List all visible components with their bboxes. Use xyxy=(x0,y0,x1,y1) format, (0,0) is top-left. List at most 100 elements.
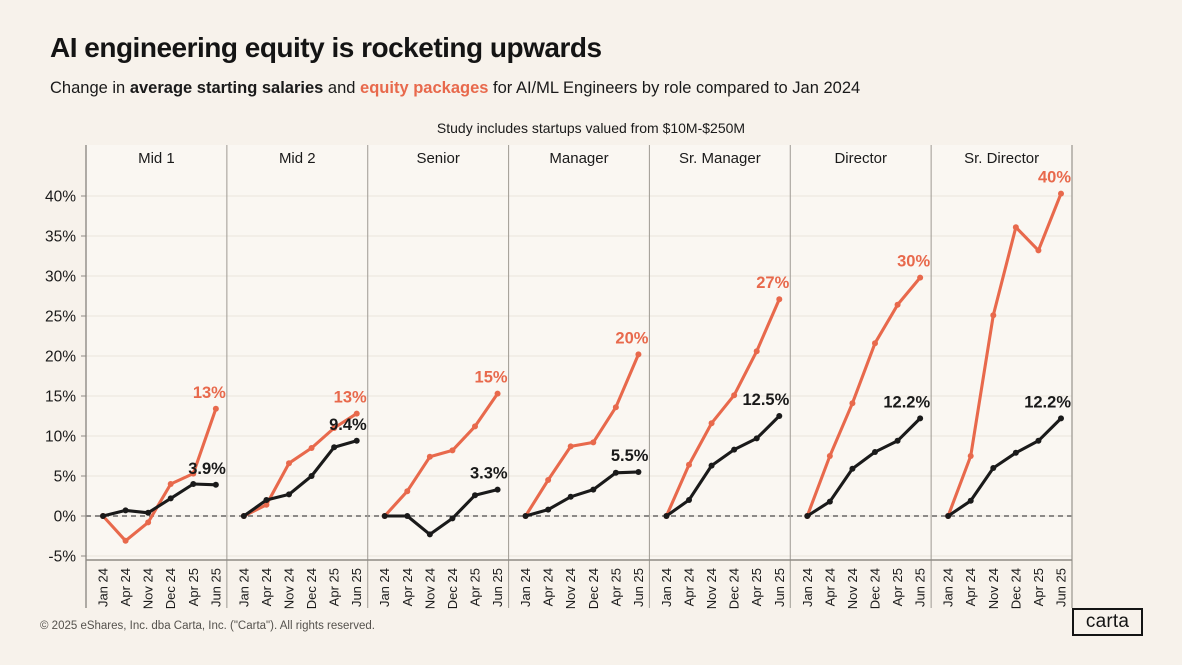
equity-line xyxy=(946,192,1063,518)
salary-line-point xyxy=(776,413,783,419)
equity-line-point xyxy=(708,420,715,427)
x-axis-label: Jun 25 xyxy=(913,568,928,607)
equity-line-point xyxy=(167,481,174,487)
panel-title: Manager xyxy=(549,150,608,167)
salary-line-point xyxy=(567,493,574,500)
equity-line-value-label: 15% xyxy=(475,369,508,387)
salary-line-value-label: 3.9% xyxy=(188,460,226,478)
y-axis-label: 15% xyxy=(45,389,76,406)
equity-line-value-label: 20% xyxy=(615,329,648,347)
subtitle-text: for AI/ML Engineers by role compared to … xyxy=(488,79,861,97)
equity-line-point xyxy=(545,477,552,483)
y-axis-label: 20% xyxy=(45,349,76,366)
equity-line-point xyxy=(686,461,692,468)
salary-line-value-label: 9.4% xyxy=(329,416,367,434)
salary-line-point xyxy=(826,498,833,505)
x-axis-label: Dec 24 xyxy=(1008,568,1023,609)
x-axis-label: Jan 24 xyxy=(941,568,956,607)
salary-line-point xyxy=(404,513,411,519)
salary-line-point xyxy=(612,469,619,476)
equity-line-value-label: 27% xyxy=(756,274,789,292)
subtitle-salaries-highlight: average starting salaries xyxy=(129,79,324,97)
salary-line-point xyxy=(494,486,501,493)
equity-line-point xyxy=(426,453,433,460)
x-axis-label: Jan 24 xyxy=(800,568,815,607)
carta-logo: carta xyxy=(1072,608,1143,636)
x-axis-label: Apr 24 xyxy=(541,568,556,606)
salary-line xyxy=(383,488,500,536)
x-axis-label: Jun 25 xyxy=(490,568,505,607)
x-axis-label: Dec 24 xyxy=(727,568,742,609)
y-axis-label: 10% xyxy=(45,429,76,446)
salary-line-point xyxy=(190,481,197,487)
x-axis-label: Apr 25 xyxy=(749,568,764,606)
equity-line-point xyxy=(449,447,456,454)
salary-line-point xyxy=(663,513,670,519)
equity-line-point xyxy=(1012,224,1019,231)
equity-line-point xyxy=(990,312,997,319)
equity-line-point xyxy=(122,537,129,544)
x-axis-label: Apr 24 xyxy=(118,568,133,606)
salary-line-point xyxy=(308,473,315,479)
equity-line-point xyxy=(894,301,901,308)
salary-line-point xyxy=(804,513,811,519)
x-axis-label: Apr 25 xyxy=(890,568,905,606)
equity-line-point xyxy=(263,501,270,508)
x-axis-label: Jun 25 xyxy=(1054,568,1069,607)
x-axis-label: Apr 24 xyxy=(259,568,274,606)
salary-line xyxy=(664,414,781,518)
salary-line xyxy=(524,470,640,518)
panel-title: Senior xyxy=(416,150,459,167)
salary-line-point xyxy=(122,507,129,514)
salary-line-point xyxy=(753,435,760,442)
salary-line-point xyxy=(240,513,247,519)
x-axis-label: Dec 24 xyxy=(586,568,601,609)
x-axis-label: Apr 24 xyxy=(822,568,837,606)
x-axis-label: Jun 25 xyxy=(349,568,364,607)
salary-line-point xyxy=(353,437,360,444)
x-axis-label: Nov 24 xyxy=(282,568,297,609)
x-axis-label: Nov 24 xyxy=(986,568,1001,609)
equity-line-value-label: 13% xyxy=(193,384,226,402)
equity-line-point xyxy=(1035,247,1042,254)
x-axis-label: Jun 25 xyxy=(631,568,646,607)
x-axis-label: Dec 24 xyxy=(304,568,319,609)
x-axis-label: Jan 24 xyxy=(659,568,674,607)
salary-line-point xyxy=(894,437,901,444)
salary-line-point xyxy=(967,497,974,504)
salary-line-point xyxy=(472,492,478,499)
x-axis-label: Nov 24 xyxy=(141,568,156,609)
equity-line-value-label: 13% xyxy=(334,389,367,407)
equity-line xyxy=(664,297,781,518)
salary-line-point xyxy=(286,491,292,498)
panel-title: Mid 1 xyxy=(138,150,175,167)
salary-line-point xyxy=(1058,415,1064,422)
equity-line-point xyxy=(331,425,338,431)
x-axis-label: Jan 24 xyxy=(236,568,251,607)
salary-line xyxy=(946,416,1063,518)
equity-line-point xyxy=(308,445,315,451)
salary-line-point xyxy=(426,531,433,538)
x-axis-label: Apr 24 xyxy=(400,568,415,606)
equity-line-point xyxy=(917,274,924,281)
salary-line-point xyxy=(1012,449,1019,456)
panel-title: Mid 2 xyxy=(279,150,316,167)
salary-line-point xyxy=(708,462,715,469)
y-axis-label: 40% xyxy=(45,189,76,206)
x-axis-label: Apr 25 xyxy=(327,568,342,606)
salary-line-point xyxy=(917,415,924,422)
x-axis-label: Dec 24 xyxy=(445,568,460,609)
equity-line-point xyxy=(849,400,856,407)
salary-line-point xyxy=(686,497,692,503)
equity-line-point xyxy=(404,488,411,495)
subtitle-equity-highlight: equity packages xyxy=(360,79,489,97)
salary-line-point xyxy=(167,495,174,502)
salary-line-point xyxy=(100,513,106,519)
x-axis-label: Apr 24 xyxy=(682,568,697,606)
equity-line xyxy=(242,412,359,518)
equity-line-point xyxy=(286,460,292,467)
panel-title: Sr. Director xyxy=(964,150,1039,167)
salary-line-point xyxy=(945,513,952,519)
salary-line-point xyxy=(635,469,642,475)
